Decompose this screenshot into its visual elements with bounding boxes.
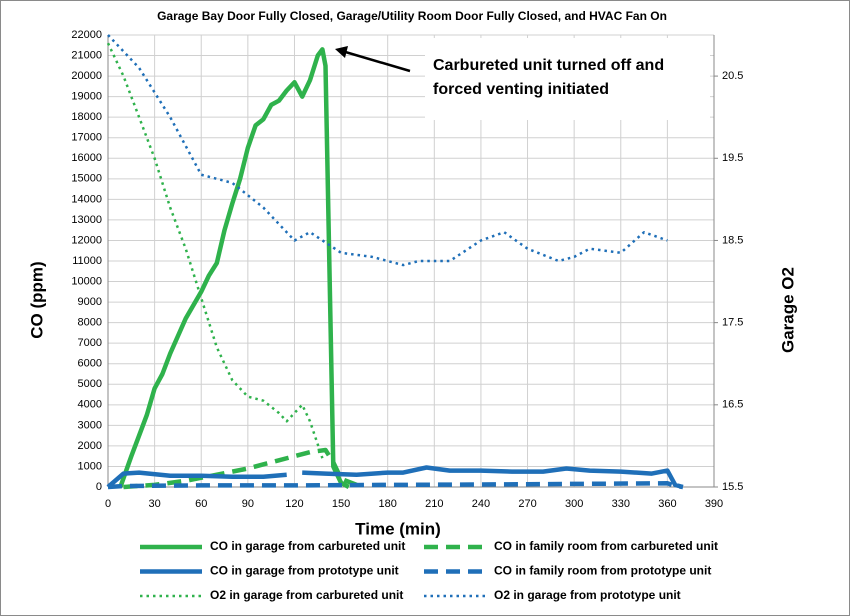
- legend-label: O2 in garage from prototype unit: [494, 588, 681, 602]
- y-tick-label: 1000: [78, 460, 102, 472]
- x-tick-label: 90: [242, 498, 254, 510]
- y-tick-label: 10000: [71, 275, 102, 287]
- legend-label: CO in garage from carbureted unit: [210, 539, 405, 553]
- x-tick-label: 270: [518, 498, 536, 510]
- y-tick-label: 12000: [71, 234, 102, 246]
- arrow-head: [335, 46, 348, 58]
- x-tick-label: 360: [658, 498, 676, 510]
- y2-tick-label: 20.5: [722, 70, 743, 82]
- y-tick-label: 21000: [71, 49, 102, 61]
- y-tick-label: 0: [96, 481, 102, 493]
- legend-label: CO in family room from prototype unit: [494, 564, 711, 578]
- series-line: [107, 481, 684, 490]
- series-line: [106, 42, 324, 459]
- x-tick-label: 60: [195, 498, 207, 510]
- series-line: [123, 447, 358, 490]
- x-tick-label: 300: [565, 498, 583, 510]
- y2-axis-title: Garage O2: [778, 267, 797, 353]
- legend-label: CO in garage from prototype unit: [210, 564, 399, 578]
- y-tick-label: 11000: [72, 255, 102, 267]
- y-tick-label: 18000: [71, 111, 102, 123]
- y-tick-label: 19000: [71, 91, 102, 103]
- y-tick-label: 6000: [78, 358, 102, 370]
- y-tick-label: 17000: [71, 132, 102, 144]
- x-tick-label: 330: [612, 498, 630, 510]
- legend-label: CO in family room from carbureted unit: [494, 539, 718, 553]
- y-tick-label: 16000: [71, 152, 102, 164]
- annotation: Carbureted unit turned off and: [433, 57, 664, 74]
- x-tick-label: 210: [425, 498, 443, 510]
- y-tick-label: 8000: [78, 317, 102, 329]
- y-tick-label: 2000: [78, 440, 102, 452]
- y-tick-label: 5000: [78, 378, 102, 390]
- y2-tick-label: 15.5: [722, 481, 743, 493]
- y-tick-label: 3000: [78, 419, 102, 431]
- series-line: [118, 47, 350, 489]
- y-tick-label: 13000: [71, 214, 102, 226]
- y2-tick-label: 19.5: [722, 152, 743, 164]
- y-tick-label: 20000: [71, 70, 102, 82]
- y-tick-label: 22000: [71, 29, 102, 41]
- x-tick-label: 0: [105, 498, 111, 510]
- y-tick-label: 7000: [78, 337, 102, 349]
- x-tick-label: 390: [705, 498, 723, 510]
- x-tick-label: 150: [332, 498, 350, 510]
- annotation-arrow: [341, 49, 411, 73]
- legend-label: O2 in garage from carbureted unit: [210, 588, 403, 602]
- chart-title: Garage Bay Door Fully Closed, Garage/Uti…: [157, 9, 667, 23]
- y2-tick-label: 17.5: [722, 317, 743, 329]
- series-line: [106, 465, 684, 490]
- x-tick-label: 240: [472, 498, 490, 510]
- annotation-box: [425, 38, 710, 120]
- series-line: [107, 34, 668, 267]
- y2-tick-label: 16.5: [722, 399, 743, 411]
- y-tick-label: 4000: [78, 399, 102, 411]
- x-tick-label: 180: [379, 498, 397, 510]
- x-tick-label: 120: [285, 498, 303, 510]
- y2-tick-label: 18.5: [722, 234, 743, 246]
- x-tick-label: 30: [148, 498, 160, 510]
- y-tick-label: 14000: [71, 193, 102, 205]
- y-tick-label: 15000: [71, 173, 102, 185]
- annotation: forced venting initiated: [433, 81, 609, 98]
- y-tick-label: 9000: [78, 296, 102, 308]
- y-axis-title: CO (ppm): [27, 261, 46, 338]
- x-axis-title: Time (min): [355, 519, 441, 538]
